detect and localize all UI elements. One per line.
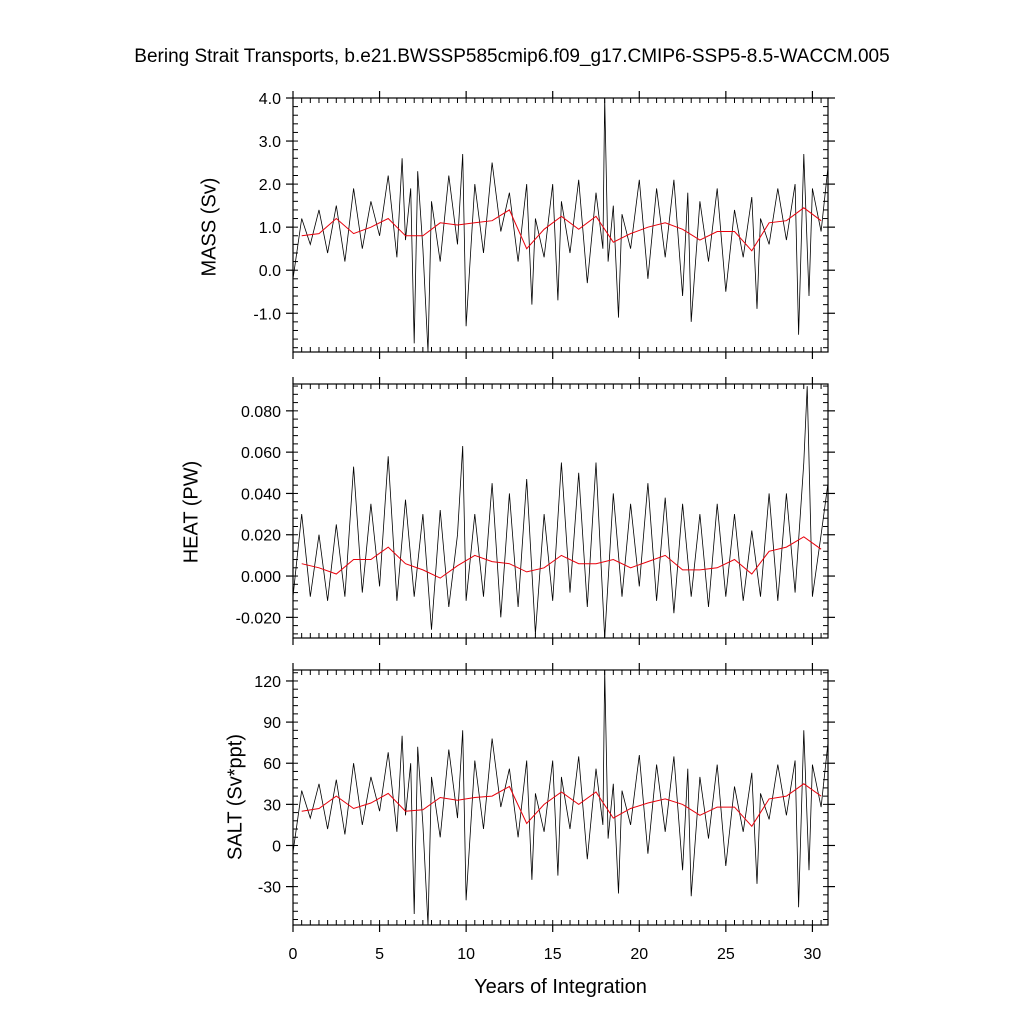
x-tick-label: 10 [457,946,475,963]
salt-monthly-series-line [293,670,828,925]
x-tick-label: 5 [375,946,384,963]
x-tick-label: 0 [289,946,298,963]
heat-y-tick-label: 0.000 [241,569,281,586]
heat-y-tick-label: -0.020 [236,610,281,627]
x-axis-title: Years of Integration [474,976,647,998]
heat-y-axis-label: HEAT (PW) [180,460,203,564]
salt-y-tick-label: 90 [263,715,281,732]
heat-y-tick-label: 0.080 [241,404,281,421]
mass-plot-frame [292,97,829,353]
mass-y-tick-label: 0.0 [259,263,281,280]
x-tick-label: 30 [804,946,822,963]
salt-annual-mean-series-line [301,783,822,828]
salt-y-tick-label: 120 [254,674,281,691]
heat-plot-frame [292,383,829,639]
heat-y-tick-label: 0.020 [241,528,281,545]
x-tick-label: 20 [630,946,648,963]
x-tick-label: 15 [544,946,562,963]
salt-y-axis-label: SALT (Sv*ppt) [224,734,247,860]
mass-y-tick-label: -1.0 [253,306,281,323]
x-tick-label: 25 [717,946,735,963]
salt-plot-frame [292,669,829,926]
salt-y-tick-label: 60 [263,756,281,773]
mass-y-tick-label: 2.0 [259,177,281,194]
mass-y-axis-label: MASS (Sv) [198,177,221,277]
salt-y-tick-label: 0 [272,838,281,855]
heat-annual-mean-series-line [301,536,822,579]
heat-y-tick-label: 0.040 [241,486,281,503]
heat-monthly-series-line [293,386,828,638]
mass-annual-mean-series-line [301,207,822,252]
mass-y-tick-label: 1.0 [259,220,281,237]
mass-monthly-series-line [293,98,828,352]
salt-y-tick-label: 30 [263,797,281,814]
salt-y-tick-label: -30 [258,880,281,897]
heat-y-tick-label: 0.060 [241,445,281,462]
mass-y-tick-label: 3.0 [259,134,281,151]
chart-title: Bering Strait Transports, b.e21.BWSSP585… [134,46,890,67]
mass-y-tick-label: 4.0 [259,91,281,108]
